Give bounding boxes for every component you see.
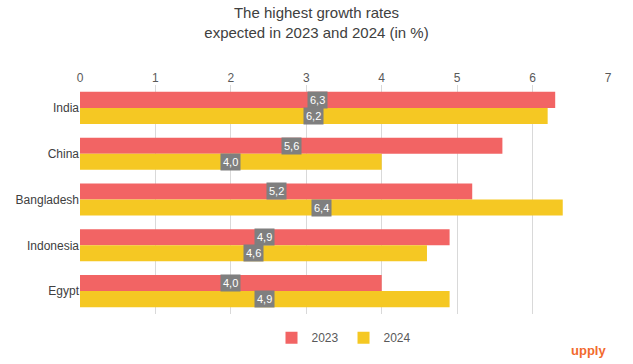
svg-text:1: 1 <box>152 71 159 85</box>
svg-text:2024: 2024 <box>384 331 411 345</box>
svg-text:5,6: 5,6 <box>284 140 299 152</box>
svg-text:4,6: 4,6 <box>246 247 261 259</box>
svg-text:upply: upply <box>571 343 606 358</box>
svg-text:4,9: 4,9 <box>257 231 272 243</box>
svg-text:0: 0 <box>77 71 84 85</box>
svg-text:Bangladesh: Bangladesh <box>16 193 79 207</box>
svg-text:Egypt: Egypt <box>48 284 79 298</box>
svg-text:2023: 2023 <box>312 331 339 345</box>
svg-text:5,2: 5,2 <box>269 185 284 197</box>
svg-text:Indonesia: Indonesia <box>27 239 79 253</box>
svg-text:6,4: 6,4 <box>314 202 329 214</box>
svg-text:5: 5 <box>454 71 461 85</box>
svg-text:6: 6 <box>529 71 536 85</box>
svg-text:4,9: 4,9 <box>257 293 272 305</box>
svg-text:2: 2 <box>228 71 235 85</box>
svg-text:3: 3 <box>303 71 310 85</box>
svg-text:6,2: 6,2 <box>306 110 321 122</box>
svg-text:4,0: 4,0 <box>223 156 238 168</box>
svg-text:India: India <box>53 101 79 115</box>
svg-text:6,3: 6,3 <box>310 94 325 106</box>
svg-text:4: 4 <box>378 71 385 85</box>
svg-text:4,0: 4,0 <box>223 277 238 289</box>
svg-text:China: China <box>48 147 80 161</box>
svg-text:7: 7 <box>605 71 612 85</box>
svg-text:The highest growth ratesexpect: The highest growth ratesexpected in 2023… <box>204 4 428 41</box>
